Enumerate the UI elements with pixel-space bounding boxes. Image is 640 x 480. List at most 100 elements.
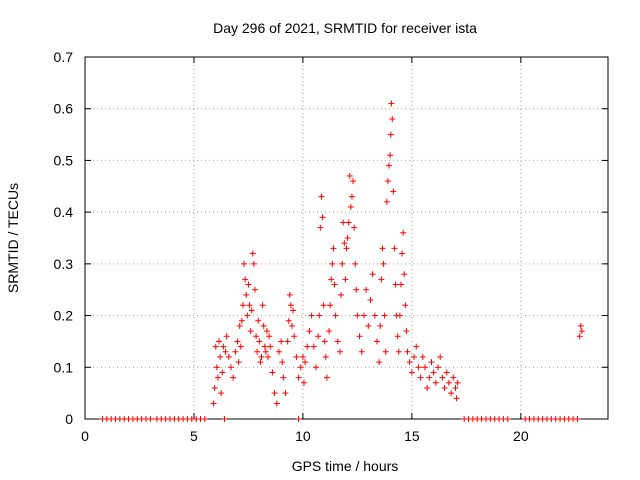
x-tick-label: 15 (404, 428, 420, 444)
x-tick-label: 10 (295, 428, 311, 444)
data-point (278, 338, 285, 345)
data-point (241, 260, 248, 267)
data-point (437, 353, 444, 360)
data-point (232, 348, 239, 355)
grid-layer (85, 57, 608, 419)
data-point (286, 291, 293, 298)
data-point (401, 271, 408, 278)
x-tick-label: 0 (81, 428, 89, 444)
data-point (360, 312, 367, 319)
x-tick-label: 20 (513, 428, 529, 444)
data-point (217, 353, 224, 360)
data-point (395, 348, 402, 355)
data-point (378, 276, 385, 283)
data-point (382, 348, 389, 355)
data-point (308, 312, 315, 319)
data-point (235, 359, 242, 366)
data-point (452, 384, 459, 391)
data-point (295, 416, 302, 422)
data-point (350, 178, 357, 185)
data-point (408, 369, 415, 376)
data-point (374, 338, 381, 345)
x-axis-label: GPS time / hours (292, 458, 399, 474)
data-point (321, 338, 328, 345)
data-point (338, 291, 345, 298)
data-point (210, 400, 217, 407)
data-point (239, 302, 246, 309)
data-point (320, 302, 327, 309)
data-point (249, 250, 256, 257)
data-point (406, 359, 413, 366)
data-point (344, 235, 351, 241)
data-point (316, 312, 323, 319)
data-point (415, 364, 422, 371)
data-point (299, 353, 306, 360)
data-point (261, 343, 268, 350)
data-point (354, 312, 361, 319)
data-point (396, 312, 403, 319)
data-point (250, 260, 257, 267)
data-point (426, 374, 433, 381)
data-point (577, 322, 584, 329)
plot-frame (84, 56, 609, 420)
points-layer (99, 100, 585, 422)
data-point (445, 379, 452, 386)
y-tick-label: 0 (65, 411, 73, 427)
data-point (323, 374, 330, 381)
data-point (371, 312, 378, 319)
data-point (295, 374, 302, 381)
y-axis-label: SRMTID / TECUs (5, 183, 21, 293)
data-point (358, 348, 365, 355)
data-point (290, 307, 297, 314)
data-point (369, 271, 376, 278)
data-point (389, 116, 396, 123)
data-point (275, 348, 282, 355)
data-point (230, 374, 237, 381)
data-point (259, 302, 266, 309)
data-point (343, 245, 350, 252)
data-point (201, 416, 208, 422)
data-point (282, 390, 289, 397)
data-point (287, 302, 294, 309)
data-point (387, 152, 394, 159)
y-tick-label: 0.2 (54, 308, 74, 324)
data-point (341, 240, 348, 247)
data-point (576, 333, 583, 340)
data-point (322, 353, 329, 360)
data-point (330, 245, 337, 252)
data-point (504, 416, 511, 422)
data-point (346, 172, 353, 179)
data-point (421, 364, 428, 371)
data-point (284, 338, 291, 345)
data-point (267, 343, 274, 350)
data-point (302, 359, 309, 366)
data-point (384, 178, 391, 185)
chart-title: Day 296 of 2021, SRMTID for receiver ist… (213, 20, 477, 36)
data-point (211, 384, 218, 391)
data-point (392, 281, 399, 288)
data-point (304, 343, 311, 350)
data-point (285, 317, 292, 324)
data-point (222, 348, 229, 355)
y-tick-label: 0.5 (54, 152, 74, 168)
data-point (236, 322, 243, 329)
data-point (266, 333, 273, 340)
data-point (244, 312, 251, 319)
data-point (385, 162, 392, 169)
data-point (367, 297, 374, 304)
data-point (251, 286, 258, 293)
data-point (254, 348, 261, 355)
ticks-layer: 0 0.1 0.2 0.3 0.4 0.5 0.6 0.7 0 5 10 15 20 (54, 49, 608, 444)
data-point (450, 374, 457, 381)
data-point (356, 333, 363, 340)
data-point (318, 193, 325, 200)
data-point (399, 250, 406, 257)
data-point (387, 131, 394, 138)
data-point (257, 359, 264, 366)
data-point (339, 260, 346, 267)
y-tick-label: 0.1 (54, 359, 74, 375)
data-point (345, 219, 352, 226)
data-point (213, 364, 220, 371)
data-point (256, 338, 263, 345)
data-point (310, 343, 317, 350)
